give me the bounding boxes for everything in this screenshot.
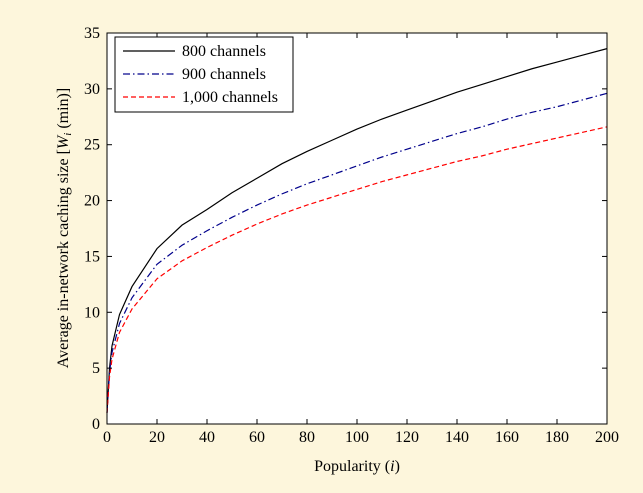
series-line-3: [106, 126, 608, 413]
series-line-1: [106, 48, 608, 413]
y-tick-label: 20: [84, 193, 100, 210]
x-tick-label: 160: [495, 429, 519, 446]
y-tick-label: 10: [84, 304, 100, 321]
y-tick-label: 5: [92, 360, 100, 377]
x-tick-label: 40: [199, 429, 215, 446]
y-tick-label: 0: [92, 416, 100, 433]
x-axis-label: Popularity (i): [314, 458, 400, 475]
series-layer: [106, 48, 608, 413]
x-tick-label: 140: [445, 429, 469, 446]
y-tick-label: 15: [84, 248, 100, 265]
legend-label-1: 800 channels: [182, 43, 266, 60]
x-tick-label: 120: [395, 429, 419, 446]
legend-label-2: 900 channels: [182, 66, 266, 83]
legend-box: [114, 36, 294, 113]
x-tick-label: 80: [299, 429, 315, 446]
legend: 800 channels 900 channels 1,000 channels: [114, 36, 294, 113]
y-axis-label: Average in-network caching size [Wi (min…: [55, 88, 74, 368]
x-tick-label: 100: [345, 429, 369, 446]
x-tick-label: 0: [103, 429, 111, 446]
x-tick-label: 60: [249, 429, 265, 446]
y-tick-label: 25: [84, 137, 100, 154]
x-tick-label: 20: [149, 429, 165, 446]
ticks-layer: 0 20 40 60 80 100 120 140 160 180 200 0 5 10 15 20 25 30 3…: [84, 25, 619, 446]
y-tick-label: 35: [84, 25, 100, 42]
x-tick-label: 180: [545, 429, 569, 446]
legend-label-3: 1,000 channels: [182, 89, 278, 106]
x-tick-label: 200: [595, 429, 619, 446]
y-tick-label: 30: [84, 81, 100, 98]
